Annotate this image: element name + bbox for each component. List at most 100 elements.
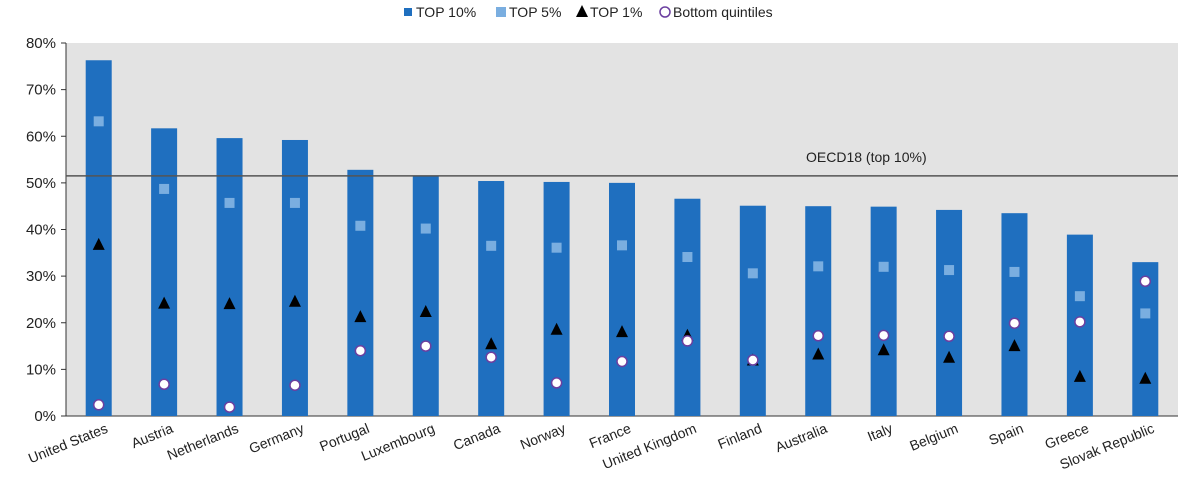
y-tick-label: 70%	[26, 82, 56, 99]
marker-top-5-portugal	[355, 220, 366, 231]
bar-top10-finland	[739, 205, 766, 416]
bar-top10-belgium	[936, 209, 963, 416]
oecd-reference-label: OECD18 (top 10%)	[806, 149, 927, 165]
legend-label: TOP 1%	[590, 4, 642, 20]
y-tick-label: 10%	[26, 361, 56, 378]
bar-top10-austria	[151, 128, 178, 417]
marker-top-5-slovak-republic	[1140, 308, 1151, 319]
marker-top-1-austria	[158, 296, 171, 309]
y-tick-label: 80%	[26, 35, 56, 52]
legend: TOP 10% TOP 5% TOP 1% Bottom quintiles	[404, 4, 773, 20]
marker-top-1-spain	[1008, 339, 1021, 352]
marker-top-1-canada	[485, 337, 498, 350]
marker-bottom-quintiles-slovak-republic	[1139, 275, 1152, 288]
marker-bottom-quintiles-spain	[1008, 317, 1021, 329]
x-tick-label: Finland	[715, 420, 764, 452]
marker-bottom-quintiles-germany	[289, 379, 301, 391]
marker-top-1-netherlands	[223, 297, 236, 310]
marker-top-5-australia	[813, 261, 824, 272]
legend-item-top-5: TOP 5%	[496, 4, 561, 20]
bar-top10-italy	[870, 206, 897, 416]
marker-top-5-finland	[747, 268, 758, 279]
bar-top10-canada	[478, 181, 505, 416]
x-tick-label: Germany	[247, 420, 306, 456]
legend-item-top-10: TOP 10%	[404, 4, 476, 20]
marker-top-1-slovak-republic	[1139, 371, 1152, 384]
x-tick-label: Canada	[451, 420, 503, 453]
marker-bottom-quintiles-netherlands	[223, 401, 236, 413]
x-tick-label: Belgium	[907, 420, 960, 454]
y-tick-label: 40%	[26, 222, 56, 239]
marker-top-5-netherlands	[224, 197, 235, 208]
y-tick-label: 20%	[26, 315, 56, 332]
marker-bottom-quintiles-united-states	[92, 399, 105, 411]
bar-top10-slovak-republic	[1132, 262, 1159, 416]
x-tick-label: Italy	[865, 420, 895, 444]
marker-bottom-quintiles-finland	[747, 354, 759, 366]
legend-label: TOP 10%	[416, 4, 476, 20]
marker-bottom-quintiles-italy	[877, 329, 890, 342]
marker-top-1-france	[616, 325, 628, 338]
marker-top-1-italy	[877, 343, 890, 356]
x-tick-label: Australia	[773, 420, 830, 455]
legend-item-bottom-quintiles: Bottom quintiles	[659, 4, 773, 20]
bar-top10-france	[609, 182, 635, 416]
bar-top10-portugal	[347, 169, 374, 416]
legend-swatch-top-10	[404, 8, 412, 16]
marker-top-5-italy	[878, 261, 889, 272]
legend-swatch-bottom-quintiles	[659, 6, 671, 18]
marker-bottom-quintiles-austria	[158, 378, 170, 391]
marker-top-5-greece	[1074, 291, 1085, 302]
bar-top10-germany	[281, 139, 308, 417]
marker-top-1-germany	[288, 294, 301, 307]
marker-top-5-germany	[289, 197, 300, 208]
bar-top10-spain	[1001, 213, 1028, 416]
bar-top10-norway	[543, 181, 570, 416]
markers	[92, 116, 1152, 413]
marker-top-5-united-states	[93, 116, 104, 127]
marker-bottom-quintiles-united-kingdom	[681, 335, 694, 347]
marker-top-1-united-states	[92, 237, 105, 250]
marker-bottom-quintiles-norway	[550, 377, 563, 389]
marker-top-1-belgium	[943, 350, 956, 363]
oecd-reference: OECD18 (top 10%)	[66, 149, 1178, 177]
marker-top-5-norway	[551, 242, 562, 253]
legend-swatch-top-1	[576, 5, 588, 17]
bar-top10-luxembourg	[412, 176, 439, 416]
bar-top10-australia	[805, 206, 832, 416]
marker-bottom-quintiles-france	[616, 355, 628, 368]
x-tick-label: Spain	[986, 420, 1025, 448]
y-tick-label: 30%	[26, 268, 56, 285]
bar-top10-netherlands	[216, 138, 243, 417]
legend-item-top-1: TOP 1%	[576, 4, 642, 20]
marker-top-1-greece	[1073, 369, 1086, 382]
marker-top-5-canada	[486, 240, 497, 251]
x-tick-label: Netherlands	[165, 420, 241, 463]
legend-label: TOP 5%	[509, 4, 561, 20]
marker-bottom-quintiles-australia	[812, 330, 824, 342]
marker-top-1-australia	[812, 347, 825, 360]
marker-top-1-norway	[550, 322, 563, 335]
marker-bottom-quintiles-belgium	[943, 330, 955, 343]
x-tick-label: Norway	[518, 420, 568, 453]
marker-top-5-belgium	[944, 265, 955, 276]
marker-top-1-luxembourg	[419, 305, 432, 318]
y-tick-label: 60%	[26, 128, 56, 145]
marker-top-5-spain	[1009, 266, 1020, 277]
marker-bottom-quintiles-portugal	[354, 344, 367, 357]
y-tick-label: 50%	[26, 175, 56, 192]
marker-top-5-united-kingdom	[682, 252, 693, 263]
x-tick-label: Luxembourg	[359, 420, 437, 464]
marker-bottom-quintiles-canada	[485, 351, 497, 364]
marker-top-1-portugal	[354, 310, 367, 323]
marker-bottom-quintiles-greece	[1074, 316, 1086, 328]
marker-top-5-france	[617, 240, 627, 251]
legend-label: Bottom quintiles	[673, 4, 773, 20]
x-tick-label: United States	[26, 420, 110, 466]
bar-top10-united-kingdom	[674, 198, 701, 416]
marker-top-5-austria	[159, 183, 170, 194]
legend-swatch-top-5	[496, 7, 506, 17]
marker-bottom-quintiles-luxembourg	[420, 340, 432, 352]
